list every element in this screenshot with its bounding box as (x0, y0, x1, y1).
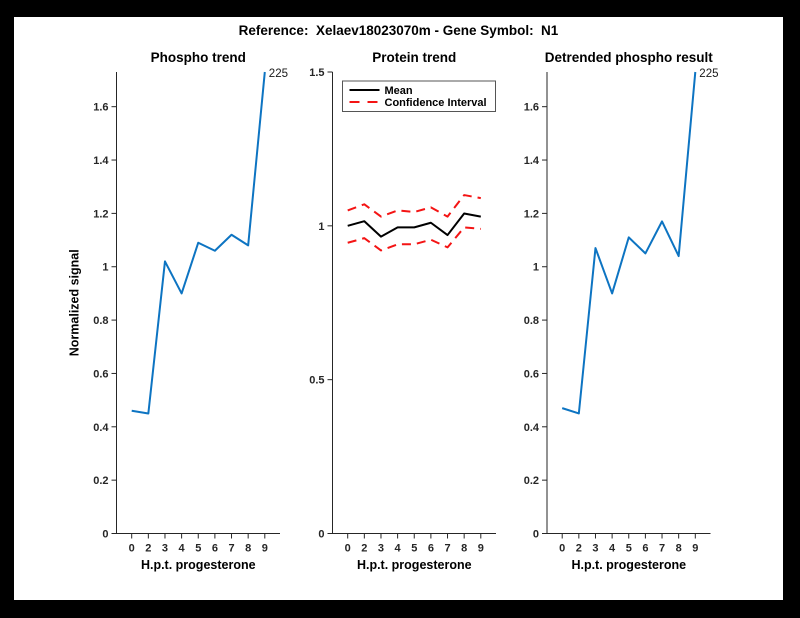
x-tick-label: 6 (212, 543, 218, 555)
x-tick-label: 4 (609, 543, 616, 555)
x-axis-label: H.p.t. progesterone (571, 558, 686, 572)
x-tick-label: 2 (145, 543, 151, 555)
y-tick-label: 1.6 (524, 102, 539, 114)
x-tick-label: 4 (179, 543, 186, 555)
last-point-value-label: 225 (699, 68, 718, 80)
legend-label: Confidence Interval (385, 97, 487, 109)
y-tick-label: 0 (102, 529, 108, 541)
legend-label: Mean (385, 85, 413, 97)
y-tick-label: 0.8 (524, 315, 539, 327)
subplot-phospho-trend: 00.20.40.60.811.21.41.60 2 3 4 5 6 7 8 9Phospho … (68, 50, 288, 572)
x-tick-label: 9 (478, 543, 484, 555)
y-tick-label: 1.5 (309, 67, 324, 79)
y-tick-label: 0.4 (524, 422, 540, 434)
confidence-upper-line (347, 194, 481, 218)
y-tick-label: 1.2 (93, 208, 108, 220)
mean-line (347, 212, 481, 238)
x-tick-label: 3 (592, 543, 598, 555)
legend-box (342, 80, 496, 112)
x-tick-label: 8 (461, 543, 467, 555)
y-tick-label: 1 (102, 262, 108, 274)
detrended-line (561, 71, 697, 415)
x-tick-label: 6 (428, 543, 434, 555)
confidence-lower-line (347, 226, 481, 252)
x-tick-label: 5 (411, 543, 417, 555)
subplot-detrended-phospho: 00.20.40.60.811.21.41.60 2 3 4 5 6 7 8 9Detrende… (524, 50, 719, 572)
y-tick-label: 1.2 (524, 208, 539, 220)
x-tick-label: 6 (642, 543, 648, 555)
x-tick-label: 7 (659, 543, 665, 555)
y-axis-label: Normalized signal (68, 249, 82, 356)
x-axis-label: H.p.t. progesterone (141, 558, 256, 572)
y-tick-label: 0.4 (93, 422, 109, 434)
y-tick-label: 1.4 (93, 155, 109, 167)
x-tick-label: 9 (262, 543, 268, 555)
x-axis-label: H.p.t. progesterone (357, 558, 472, 572)
subplot-title: Detrended phospho result (545, 50, 714, 65)
x-tick-label: 4 (395, 543, 402, 555)
y-tick-label: 1 (533, 262, 539, 274)
axis-spines (332, 72, 496, 534)
y-tick-label: 0.8 (93, 315, 108, 327)
x-tick-label: 7 (444, 543, 450, 555)
x-tick-label: 7 (228, 543, 234, 555)
x-tick-label: 0 (559, 543, 565, 555)
axis-spines (116, 72, 280, 534)
y-tick-label: 0.2 (524, 475, 539, 487)
y-tick-label: 0 (533, 529, 539, 541)
matlab-figure: Reference: Xelaev18023070m - Gene Symbol… (14, 17, 783, 600)
subplot-title: Phospho trend (151, 50, 246, 65)
y-tick-label: 1.4 (524, 155, 540, 167)
x-tick-label: 2 (576, 543, 582, 555)
x-tick-label: 3 (162, 543, 168, 555)
axis-spines (546, 72, 711, 534)
figure-title: Reference: Xelaev18023070m - Gene Symbol… (238, 23, 559, 38)
phospho-trend-line (131, 71, 266, 415)
last-point-value-label: 225 (269, 68, 288, 80)
x-tick-label: 2 (361, 543, 367, 555)
x-tick-label: 9 (692, 543, 698, 555)
x-tick-label: 8 (676, 543, 682, 555)
x-tick-label: 5 (626, 543, 632, 555)
y-tick-label: 0 (318, 529, 324, 541)
y-tick-label: 0.6 (93, 368, 108, 380)
x-tick-label: 0 (345, 543, 351, 555)
y-tick-label: 1 (318, 221, 324, 233)
y-tick-label: 1.6 (93, 102, 108, 114)
y-tick-label: 0.6 (524, 368, 539, 380)
y-tick-label: 0.5 (309, 375, 324, 387)
y-tick-label: 0.2 (93, 475, 108, 487)
x-tick-label: 8 (245, 543, 251, 555)
x-tick-label: 3 (378, 543, 384, 555)
x-tick-label: 0 (129, 543, 135, 555)
plots-canvas: 00.20.40.60.811.21.41.60 2 3 4 5 6 7 8 9Phospho … (68, 50, 719, 572)
subplot-title: Protein trend (372, 50, 456, 65)
x-tick-label: 5 (195, 543, 201, 555)
